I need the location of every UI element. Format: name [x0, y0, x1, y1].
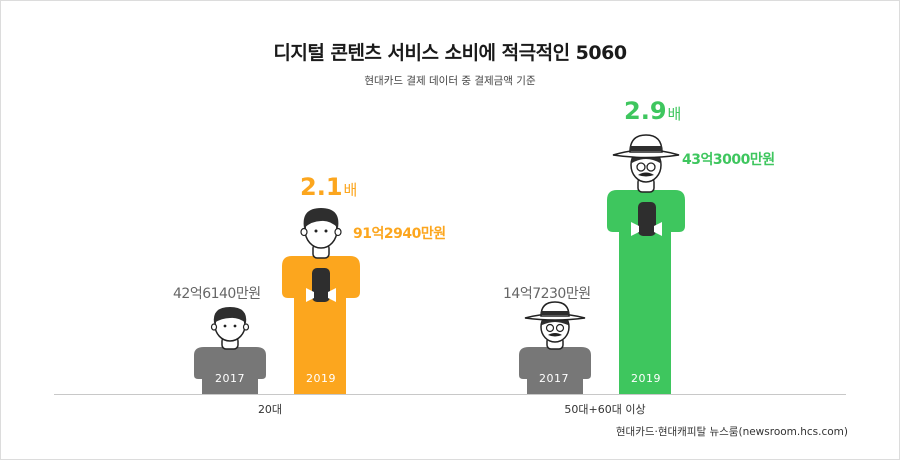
amount-label: 43억3000만원 [682, 152, 775, 168]
chart-title: 디지털 콘텐츠 서비스 소비에 적극적인 5060 [273, 42, 627, 64]
person-senior-icon [519, 301, 591, 394]
figure-5060-2017 [517, 300, 593, 395]
bar-year-label: 2019 [306, 372, 336, 385]
bar-year-label: 2017 [539, 372, 569, 385]
chart-subtitle: 현대카드 결제 데이터 중 결제금액 기준 [364, 75, 536, 87]
smartphone-icon [306, 268, 336, 302]
multiplier-unit: 배 [667, 105, 682, 123]
bar-year-label: 2019 [631, 372, 661, 385]
hat-icon [524, 301, 586, 321]
person-young-icon [194, 307, 266, 394]
amount-label: 42억6140만원 [173, 286, 261, 302]
person-senior-phone-icon [607, 134, 685, 395]
figure-20s-2017 [192, 305, 268, 395]
multiplier-value: 2.1 [300, 173, 343, 201]
figure-5060-2019 [607, 131, 685, 395]
multiplier-unit: 배 [343, 181, 358, 199]
amount-label: 91억2940만원 [353, 226, 446, 242]
bar-year-label: 2017 [215, 372, 245, 385]
smartphone-icon [631, 202, 662, 236]
amount-label: 14억7230만원 [503, 286, 591, 302]
category-label-20s: 20대 [257, 403, 283, 416]
person-young-phone-icon [282, 208, 360, 395]
x-axis-baseline [54, 394, 846, 395]
multiplier-value: 2.9 [624, 97, 667, 125]
source-credit: 현대카드·현대캐피탈 뉴스룸(newsroom.hcs.com) [615, 426, 848, 438]
category-label-5060: 50대+60대 이상 [564, 403, 646, 416]
hat-icon [612, 134, 680, 159]
multiplier-label: 2.1배 [300, 173, 357, 201]
multiplier-label: 2.9배 [624, 97, 681, 125]
figure-20s-2019 [282, 206, 360, 395]
